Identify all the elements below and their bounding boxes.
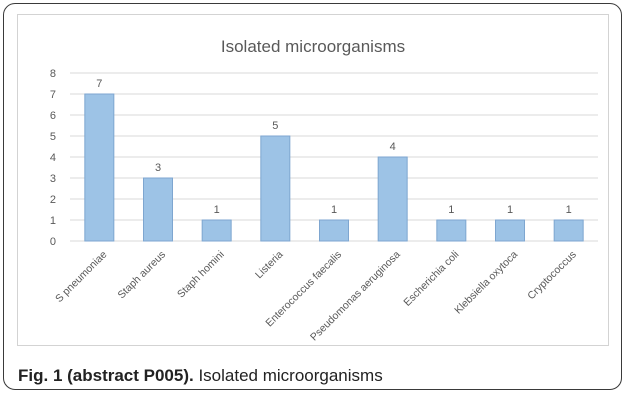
y-tick-label: 3 [50, 173, 56, 185]
y-tick-label: 1 [50, 215, 56, 227]
x-tick-label: Staph aureus [115, 249, 168, 302]
bar [436, 219, 467, 242]
y-tick-label: 7 [50, 89, 56, 101]
x-tick-label: Klebsiella oxytoca [452, 249, 520, 317]
y-tick-label: 6 [50, 110, 56, 122]
x-tick-label: Staph homini [175, 249, 227, 301]
y-tick-label: 0 [50, 236, 56, 248]
data-label: 3 [155, 162, 161, 174]
y-tick-label: 2 [50, 194, 56, 206]
x-tick-label: Cryptococcus [525, 249, 578, 302]
chart-area: Isolated microorganisms 0 1 2 3 4 5 6 7 8 7 S pneu… [17, 14, 609, 346]
bar [319, 219, 349, 242]
data-label: 1 [448, 204, 454, 216]
y-tick-label: 5 [50, 131, 56, 143]
data-label: 5 [272, 120, 278, 132]
bar [553, 219, 584, 242]
chart-title: Isolated microorganisms [220, 37, 406, 56]
data-label: 7 [96, 78, 102, 90]
bar [260, 135, 291, 242]
x-tick-label: S pneumoniae [53, 249, 109, 305]
data-label: 1 [214, 204, 220, 216]
caption-lead: Fig. 1 (abstract P005). [18, 366, 194, 385]
data-label: 1 [331, 204, 337, 216]
caption-text: Isolated microorganisms [193, 366, 383, 385]
bar [495, 219, 525, 242]
bar [84, 93, 115, 242]
bar [377, 156, 408, 242]
bar-chart: 0 1 2 3 4 5 6 7 8 7 S pneumoniae 3 Staph aureus 1 Stap… [50, 68, 598, 343]
bar [143, 177, 173, 242]
x-tick-label: Listeria [253, 249, 286, 282]
figure-caption: Fig. 1 (abstract P005). Isolated microor… [18, 366, 383, 386]
x-tick-label: Escherichia coli [401, 249, 461, 309]
y-tick-label: 4 [50, 152, 56, 164]
bar [201, 219, 232, 242]
y-tick-label: 8 [50, 68, 56, 80]
data-label: 4 [390, 141, 396, 153]
data-label: 1 [507, 204, 513, 216]
data-label: 1 [566, 204, 572, 216]
